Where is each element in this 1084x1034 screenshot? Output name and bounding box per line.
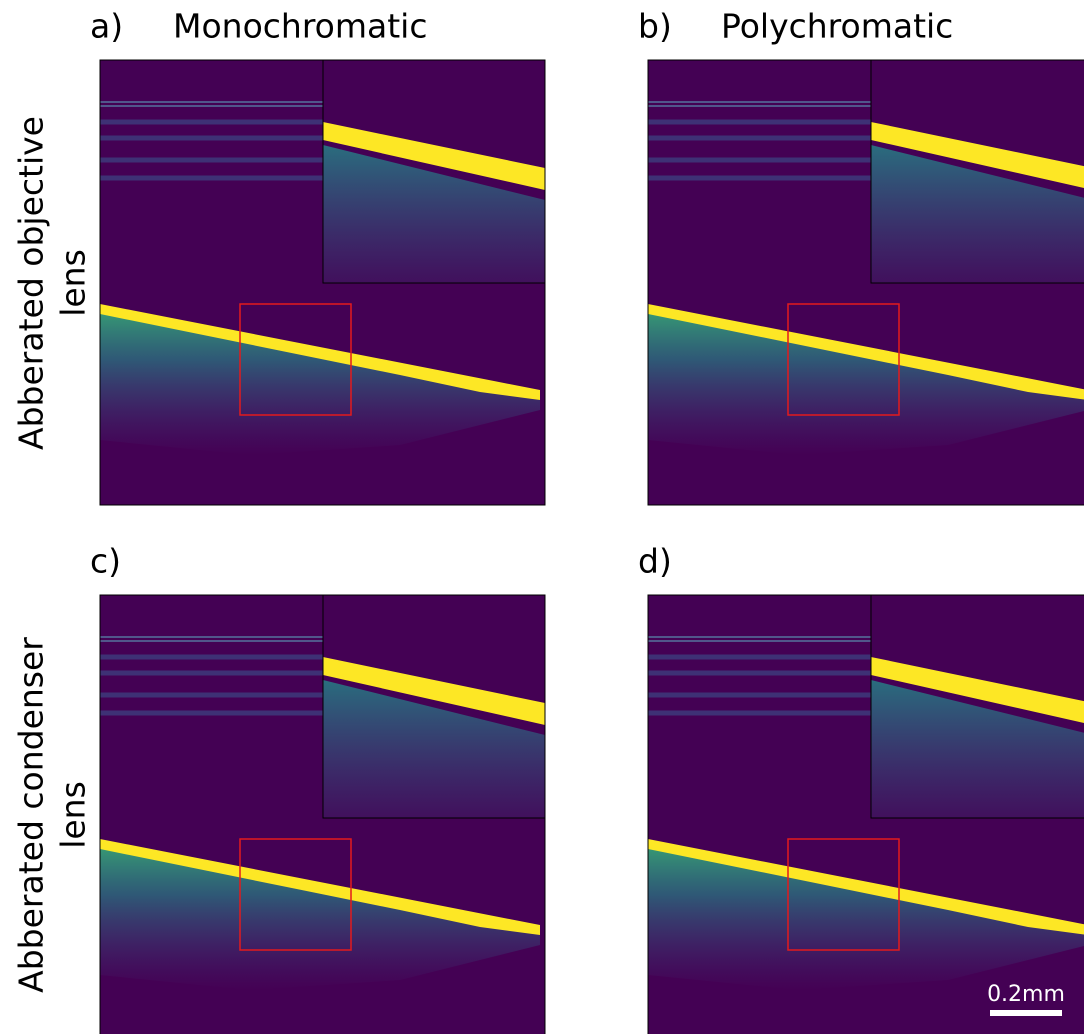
- inset: [870, 594, 1084, 819]
- roi-box: [787, 838, 900, 951]
- image-panel: [647, 59, 1084, 506]
- panel-border: [647, 594, 1084, 1034]
- surface-line: [648, 839, 1084, 935]
- image-panel: [99, 59, 546, 506]
- row-label: Abberated condenser: [12, 637, 51, 993]
- roi-box: [787, 303, 900, 416]
- tissue-glow: [100, 845, 540, 990]
- panel-label: b): [638, 7, 672, 46]
- scale-bar-label: 0.2mm: [987, 982, 1065, 1007]
- panel-label: d): [638, 542, 672, 581]
- inset: [322, 594, 546, 819]
- inset-glow: [871, 145, 1084, 283]
- tissue-glow: [648, 845, 1084, 990]
- inset-glow: [871, 680, 1084, 818]
- row-label: lens: [54, 249, 93, 317]
- inset-glow: [323, 680, 545, 818]
- panel-label: c): [90, 542, 121, 581]
- panel-border: [99, 59, 546, 506]
- surface-line: [100, 839, 540, 935]
- inset-surface: [871, 657, 1084, 723]
- tissue-glow: [100, 310, 540, 455]
- panel-title: Polychromatic: [721, 7, 953, 46]
- panel-title: Monochromatic: [173, 7, 427, 46]
- inset: [322, 59, 546, 284]
- surface-line: [100, 304, 540, 400]
- panel-border: [647, 59, 1084, 506]
- roi-box: [239, 303, 352, 416]
- inset-surface: [323, 122, 545, 190]
- roi-box: [239, 838, 352, 951]
- row-label: Abberated objective: [12, 116, 51, 450]
- tissue-glow: [648, 310, 1084, 455]
- image-panel: [647, 594, 1084, 1034]
- surface-line: [648, 304, 1084, 400]
- inset-surface: [871, 122, 1084, 188]
- row-label: lens: [54, 781, 93, 849]
- inset-glow: [323, 145, 545, 283]
- inset: [870, 59, 1084, 284]
- panel-label: a): [90, 7, 123, 46]
- panel-border: [99, 594, 546, 1034]
- inset-surface: [323, 657, 545, 725]
- image-panel: [99, 594, 546, 1034]
